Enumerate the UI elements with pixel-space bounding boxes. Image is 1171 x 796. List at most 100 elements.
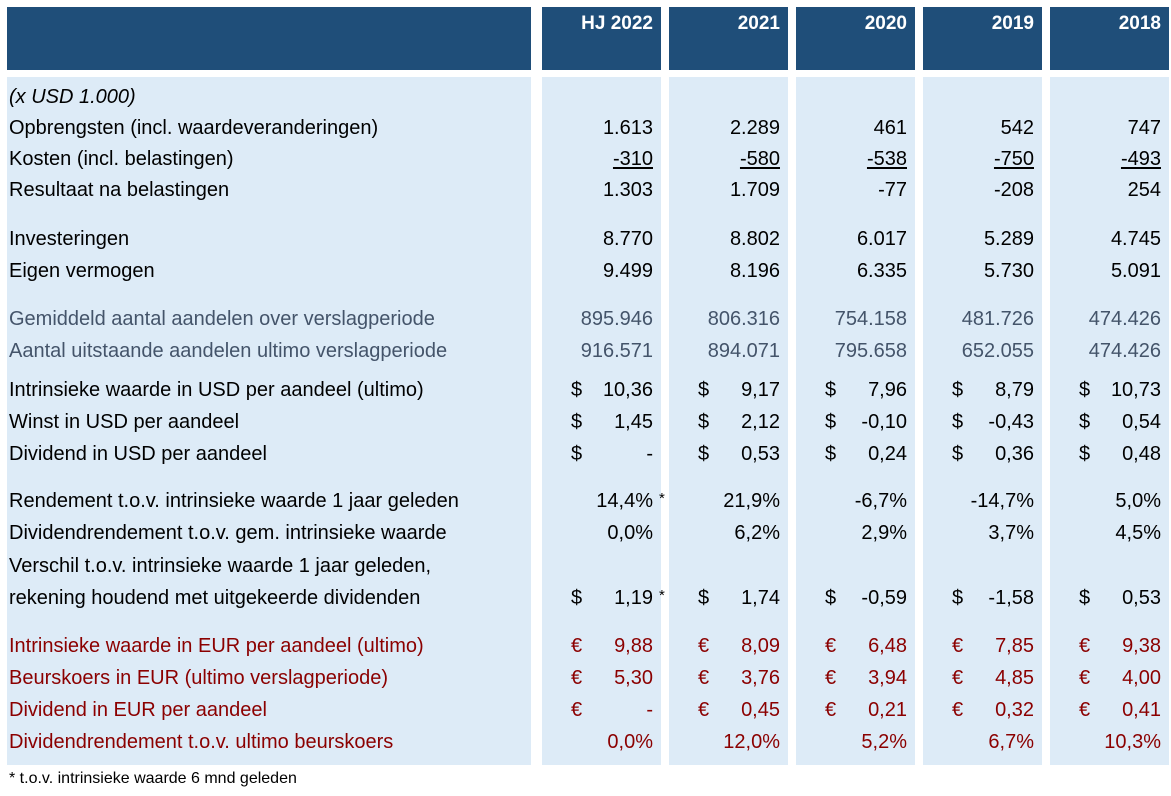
table-row: Opbrengsten (incl. waardeveranderingen) 1… [0, 113, 1171, 143]
cell-2020: 6.335 [796, 256, 915, 286]
row-label: Kosten (incl. belastingen) [9, 148, 234, 170]
cell-2020: -6,7% [796, 486, 915, 516]
table-row: Resultaat na belastingen 1.303 1.709 -77 -20… [0, 175, 1171, 205]
cell-2018: $0,53 [1050, 583, 1169, 613]
table-row: rekening houdend met uitgekeerde dividen… [0, 583, 1171, 613]
currency-symbol: $ [571, 443, 583, 465]
cell-value: 3,76 [741, 667, 780, 689]
cell-value: 1.613 [602, 117, 653, 139]
cell-value: 0,36 [995, 443, 1034, 465]
cell-value: -0,43 [988, 411, 1034, 433]
currency-symbol: € [825, 667, 837, 689]
cell-2018: $0,54 [1050, 407, 1169, 437]
cell-2018: €4,00 [1050, 663, 1169, 693]
currency-symbol: € [1079, 667, 1091, 689]
cell-value: 8,79 [995, 379, 1034, 401]
cell-hj2022: € - [542, 695, 661, 725]
cell-2020: €0,21 [796, 695, 915, 725]
row-label: Intrinsieke waarde in USD per aandeel (u… [9, 379, 424, 401]
cell-value: 461 [873, 117, 907, 139]
cell-value: 0,53 [741, 443, 780, 465]
cell-2019: €4,85 [923, 663, 1042, 693]
currency-symbol: € [1079, 699, 1091, 721]
table-row: Eigen vermogen 9.499 8.196 6.335 5.730 5.091 [0, 256, 1171, 286]
cell-2021: 806.316 [669, 304, 788, 334]
currency-symbol: $ [571, 411, 583, 433]
cell-2020: $7,96 [796, 375, 915, 405]
footnote-marker: * [659, 587, 665, 604]
currency-symbol: € [571, 635, 583, 657]
cell-value: 1,74 [741, 587, 780, 609]
currency-symbol: $ [698, 379, 710, 401]
table-row: Dividendrendement t.o.v. gem. intrinsiek… [0, 518, 1171, 548]
cell-2019: 5.730 [923, 256, 1042, 286]
cell-value: -0,10 [861, 411, 907, 433]
cell-2019: 5.289 [923, 224, 1042, 254]
cell-value: 6.335 [856, 260, 907, 282]
cell-value: 6,7% [988, 731, 1034, 753]
cell-2018: €0,41 [1050, 695, 1169, 725]
column-header-2021: 2021 [669, 7, 788, 70]
cell-value: -0,59 [861, 587, 907, 609]
row-label: rekening houdend met uitgekeerde dividen… [9, 587, 421, 609]
cell-hj2022: €9,88 [542, 631, 661, 661]
row-label: Dividendrendement t.o.v. ultimo beurskoe… [9, 731, 394, 753]
cell-value: 0,53 [1122, 587, 1161, 609]
cell-value: 7,85 [995, 635, 1034, 657]
row-label: Eigen vermogen [9, 260, 155, 282]
cell-2021: 2.289 [669, 113, 788, 143]
cell-2018: 4,5% [1050, 518, 1169, 548]
cell-value: 3,94 [868, 667, 907, 689]
currency-symbol: $ [1079, 587, 1091, 609]
table-row: Dividend in USD per aandeel $ - $0,53 $0,24 $… [0, 439, 1171, 469]
table-row: Kosten (incl. belastingen) -310 -580 -538 -7… [0, 144, 1171, 174]
row-label: Verschil t.o.v. intrinsieke waarde 1 jaa… [9, 555, 432, 577]
cell-value: 5,0% [1115, 490, 1161, 512]
currency-symbol: € [698, 635, 710, 657]
cell-2021: 8.802 [669, 224, 788, 254]
unit-label: (x USD 1.000) [9, 86, 136, 108]
table-row: Investeringen 8.770 8.802 6.017 5.289 4.745 [0, 224, 1171, 254]
cell-value: 0,24 [868, 443, 907, 465]
cell-2019: 652.055 [923, 336, 1042, 366]
currency-symbol: € [698, 699, 710, 721]
currency-symbol: $ [952, 411, 964, 433]
cell-2018: 4.745 [1050, 224, 1169, 254]
cell-hj2022: 0,0% [542, 518, 661, 548]
cell-2021: $2,12 [669, 407, 788, 437]
cell-value: -208 [993, 179, 1034, 201]
cell-value: 9,38 [1122, 635, 1161, 657]
currency-symbol: $ [825, 443, 837, 465]
currency-symbol: € [952, 635, 964, 657]
cell-value: 5.730 [983, 260, 1034, 282]
cell-value: -77 [878, 179, 907, 201]
cell-value: 0,41 [1122, 699, 1161, 721]
cell-value: 5.091 [1110, 260, 1161, 282]
cell-value: 0,0% [607, 731, 653, 753]
row-label: Winst in USD per aandeel [9, 411, 240, 433]
currency-symbol: $ [952, 379, 964, 401]
table-row: Gemiddeld aantal aandelen over verslagpe… [0, 304, 1171, 334]
cell-2019: $8,79 [923, 375, 1042, 405]
cell-2019: -14,7% [923, 486, 1042, 516]
cell-2018: -493 [1050, 144, 1169, 174]
row-label: Dividend in USD per aandeel [9, 443, 267, 465]
cell-2020: -538 [796, 144, 915, 174]
cell-value: -14,7% [970, 490, 1034, 512]
currency-symbol: € [571, 699, 583, 721]
cell-2019: 3,7% [923, 518, 1042, 548]
cell-2019: -750 [923, 144, 1042, 174]
table-row: Intrinsieke waarde in USD per aandeel (u… [0, 375, 1171, 405]
cell-value: 9,88 [614, 635, 653, 657]
row-label: Dividend in EUR per aandeel [9, 699, 267, 721]
cell-value: 8.802 [729, 228, 780, 250]
cell-value: 0,32 [995, 699, 1034, 721]
cell-value: 474.426 [1088, 340, 1161, 362]
cell-value: 652.055 [961, 340, 1034, 362]
currency-symbol: € [825, 635, 837, 657]
cell-value: 6,48 [868, 635, 907, 657]
cell-value: 9,17 [741, 379, 780, 401]
cell-value: 3,7% [988, 522, 1034, 544]
cell-value: 7,96 [868, 379, 907, 401]
cell-value: 894.071 [707, 340, 780, 362]
